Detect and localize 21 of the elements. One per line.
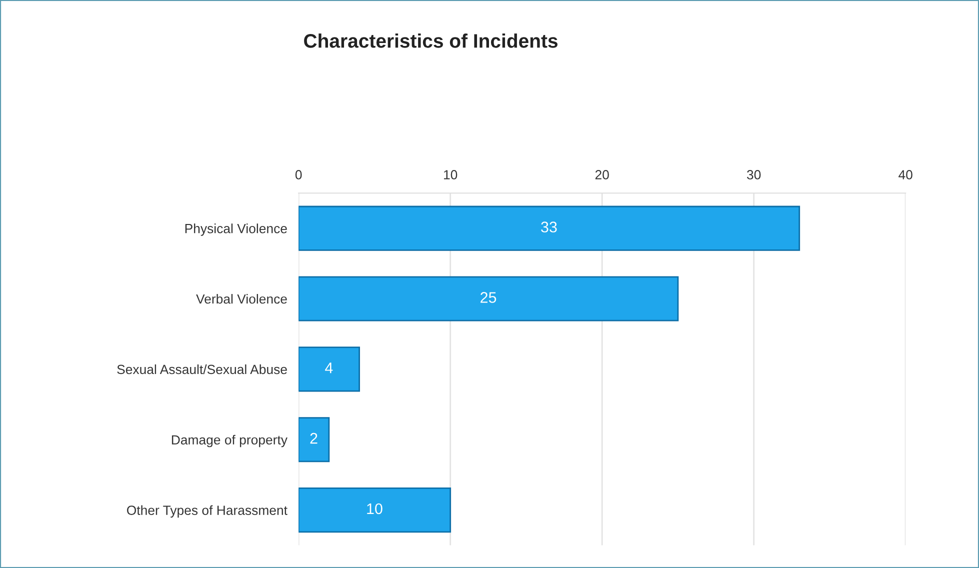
bar [298,488,452,533]
y-tick-label: Other Types of Harassment [127,505,288,518]
data-label: 33 [541,222,557,232]
bar [298,276,679,322]
y-tick-label: Sexual Assault/Sexual Abuse [117,364,287,374]
x-tick-label: 40 [898,170,912,180]
x-tick-label: 20 [595,170,609,180]
data-label: 2 [310,432,318,444]
x-tick-label: 0 [295,170,302,180]
chart-title: Characteristics of Incidents [304,34,558,48]
data-label: 4 [325,362,333,374]
x-tick-label: 10 [444,170,458,180]
bar [298,417,330,462]
bar [298,346,360,392]
bar [298,206,800,251]
data-label: 25 [480,292,496,303]
x-tick-label: 30 [746,170,761,180]
y-tick-label: Verbal Violence [196,294,287,304]
y-tick-label: Physical Violence [185,224,287,236]
y-tick-label: Damage of property [172,434,288,448]
data-label: 10 [367,503,382,514]
